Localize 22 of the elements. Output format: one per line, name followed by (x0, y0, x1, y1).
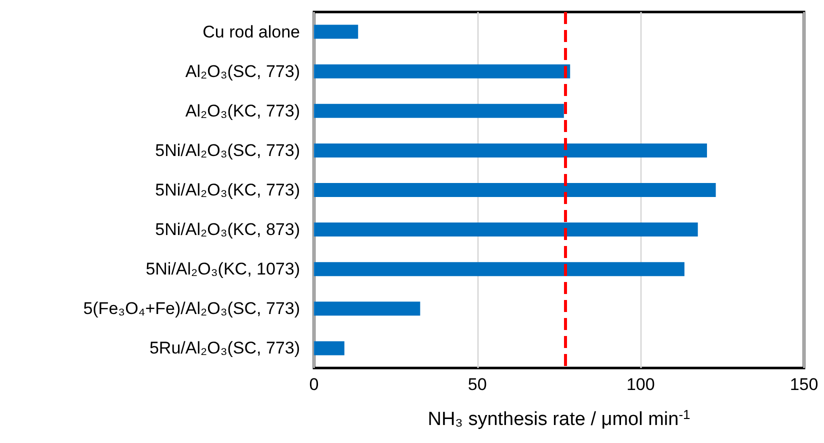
y-tick-label: 5(Fe₃O₄+Fe)/Al₂O₃(SC, 773) (83, 299, 300, 318)
bar (314, 64, 570, 78)
bar (314, 24, 358, 39)
bar (314, 104, 564, 118)
y-tick-label: Al₂O₃(SC, 773) (185, 62, 300, 81)
y-tick-label: Al₂O₃(KC, 773) (185, 101, 300, 120)
x-tick-label: 100 (626, 375, 655, 394)
y-tick-label: 5Ru/Al₂O₃(SC, 773) (149, 338, 300, 358)
bar (314, 222, 698, 237)
y-tick-label: 5Ni/Al₂O₃(SC, 773) (155, 140, 300, 160)
y-tick-label: 5Ni/Al₂O₃(KC, 773) (155, 180, 300, 200)
bar (314, 302, 420, 316)
bar (314, 143, 707, 158)
y-tick-label: 5Ni/Al₂O₃(KC, 1073) (146, 260, 300, 279)
x-tick-label: 150 (790, 375, 818, 394)
bar (314, 341, 344, 356)
x-tick-label: 50 (468, 375, 487, 394)
y-tick-label: 5Ni/Al₂O₃(KC, 873) (155, 220, 300, 240)
y-tick-label: Cu rod alone (202, 22, 300, 42)
bar (314, 262, 684, 276)
x-tick-label: 0 (309, 375, 319, 394)
bar (314, 183, 716, 197)
